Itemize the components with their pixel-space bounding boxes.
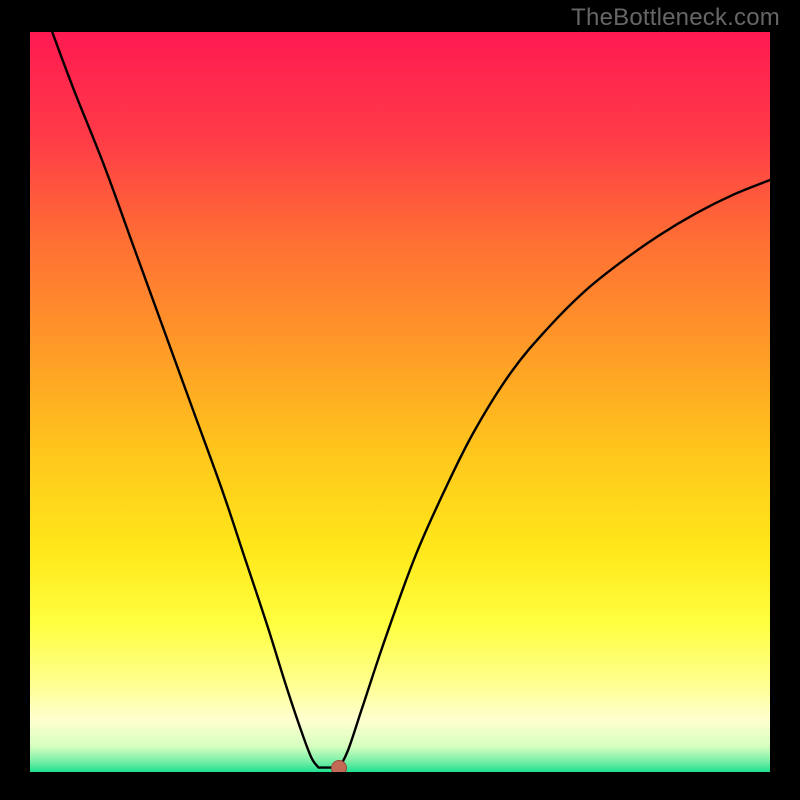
- bottleneck-curve: [30, 32, 770, 772]
- chart-container: TheBottleneck.com: [0, 0, 800, 800]
- watermark-text: TheBottleneck.com: [571, 4, 780, 32]
- optimal-point-marker: [331, 760, 347, 772]
- plot-area: [30, 32, 770, 772]
